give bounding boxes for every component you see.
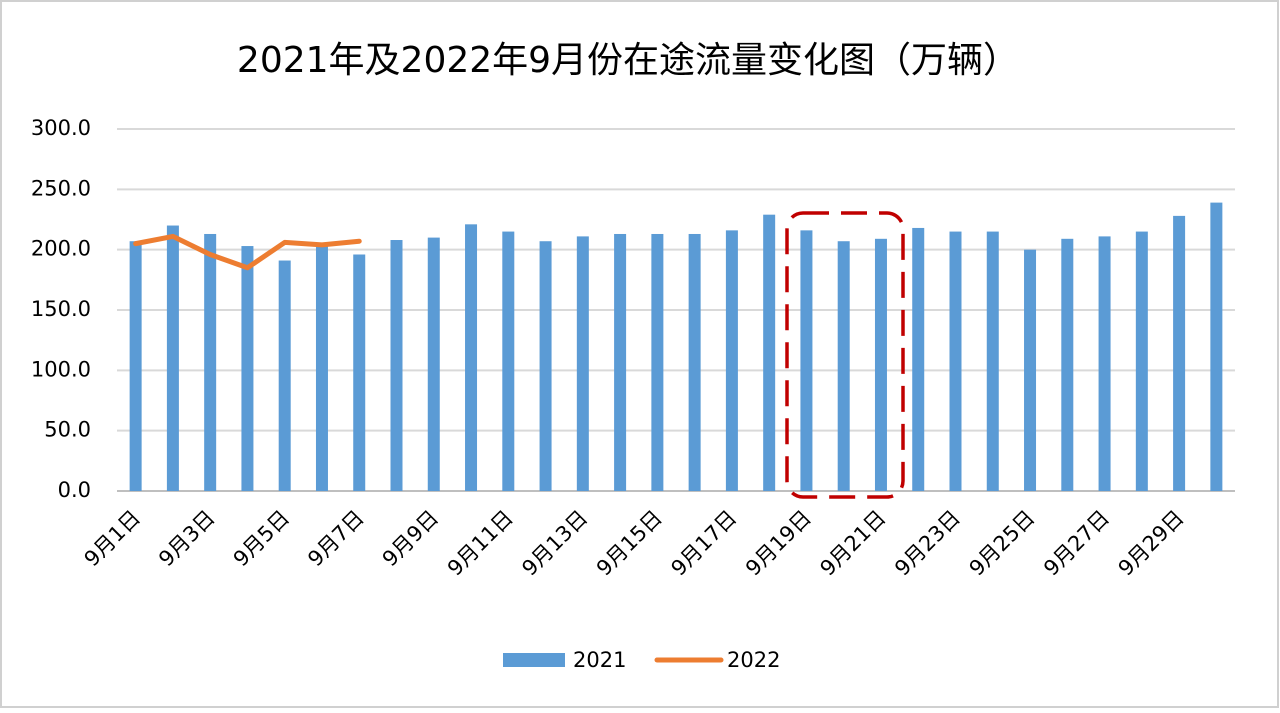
bar <box>539 241 552 491</box>
legend-swatch <box>503 653 565 667</box>
bar <box>1024 249 1037 491</box>
bar <box>1061 238 1074 491</box>
y-tick-label: 0.0 <box>58 478 91 502</box>
chart-title: 2021年及2022年9月份在途流量变化图（万辆） <box>237 40 1019 81</box>
bar <box>837 241 850 491</box>
bar <box>688 233 701 492</box>
bar <box>614 233 627 492</box>
marks <box>129 202 1223 492</box>
bar <box>763 214 776 491</box>
y-tick-label: 50.0 <box>44 418 91 442</box>
y-tick-label: 250.0 <box>31 176 91 200</box>
y-tick-label: 300.0 <box>31 116 91 140</box>
legend-label: 2021 <box>573 648 626 672</box>
bar <box>427 237 440 491</box>
bar <box>166 225 179 492</box>
bar <box>1098 236 1111 491</box>
legend-label: 2022 <box>727 648 780 672</box>
bar <box>353 254 366 491</box>
bar <box>1173 215 1186 491</box>
y-tick-label: 200.0 <box>31 237 91 261</box>
bar <box>204 233 217 492</box>
bar <box>986 231 999 492</box>
bar <box>725 230 738 492</box>
line <box>133 233 362 271</box>
bar <box>912 227 925 492</box>
bar <box>390 240 403 491</box>
legend: 2021 2022 <box>503 648 780 672</box>
bar <box>129 241 142 491</box>
y-tick-label: 100.0 <box>31 357 91 381</box>
y-tick-label: 150.0 <box>31 297 91 321</box>
bar <box>874 238 887 491</box>
bar <box>315 244 328 491</box>
bar <box>241 246 254 491</box>
bar <box>949 231 962 492</box>
bar <box>1135 231 1148 492</box>
bar <box>278 260 291 491</box>
bar <box>1210 202 1223 491</box>
bar <box>576 236 589 491</box>
highlight-box <box>785 211 905 499</box>
bar <box>502 231 515 492</box>
bar <box>465 224 478 491</box>
bar <box>651 233 664 492</box>
bar <box>800 230 813 492</box>
